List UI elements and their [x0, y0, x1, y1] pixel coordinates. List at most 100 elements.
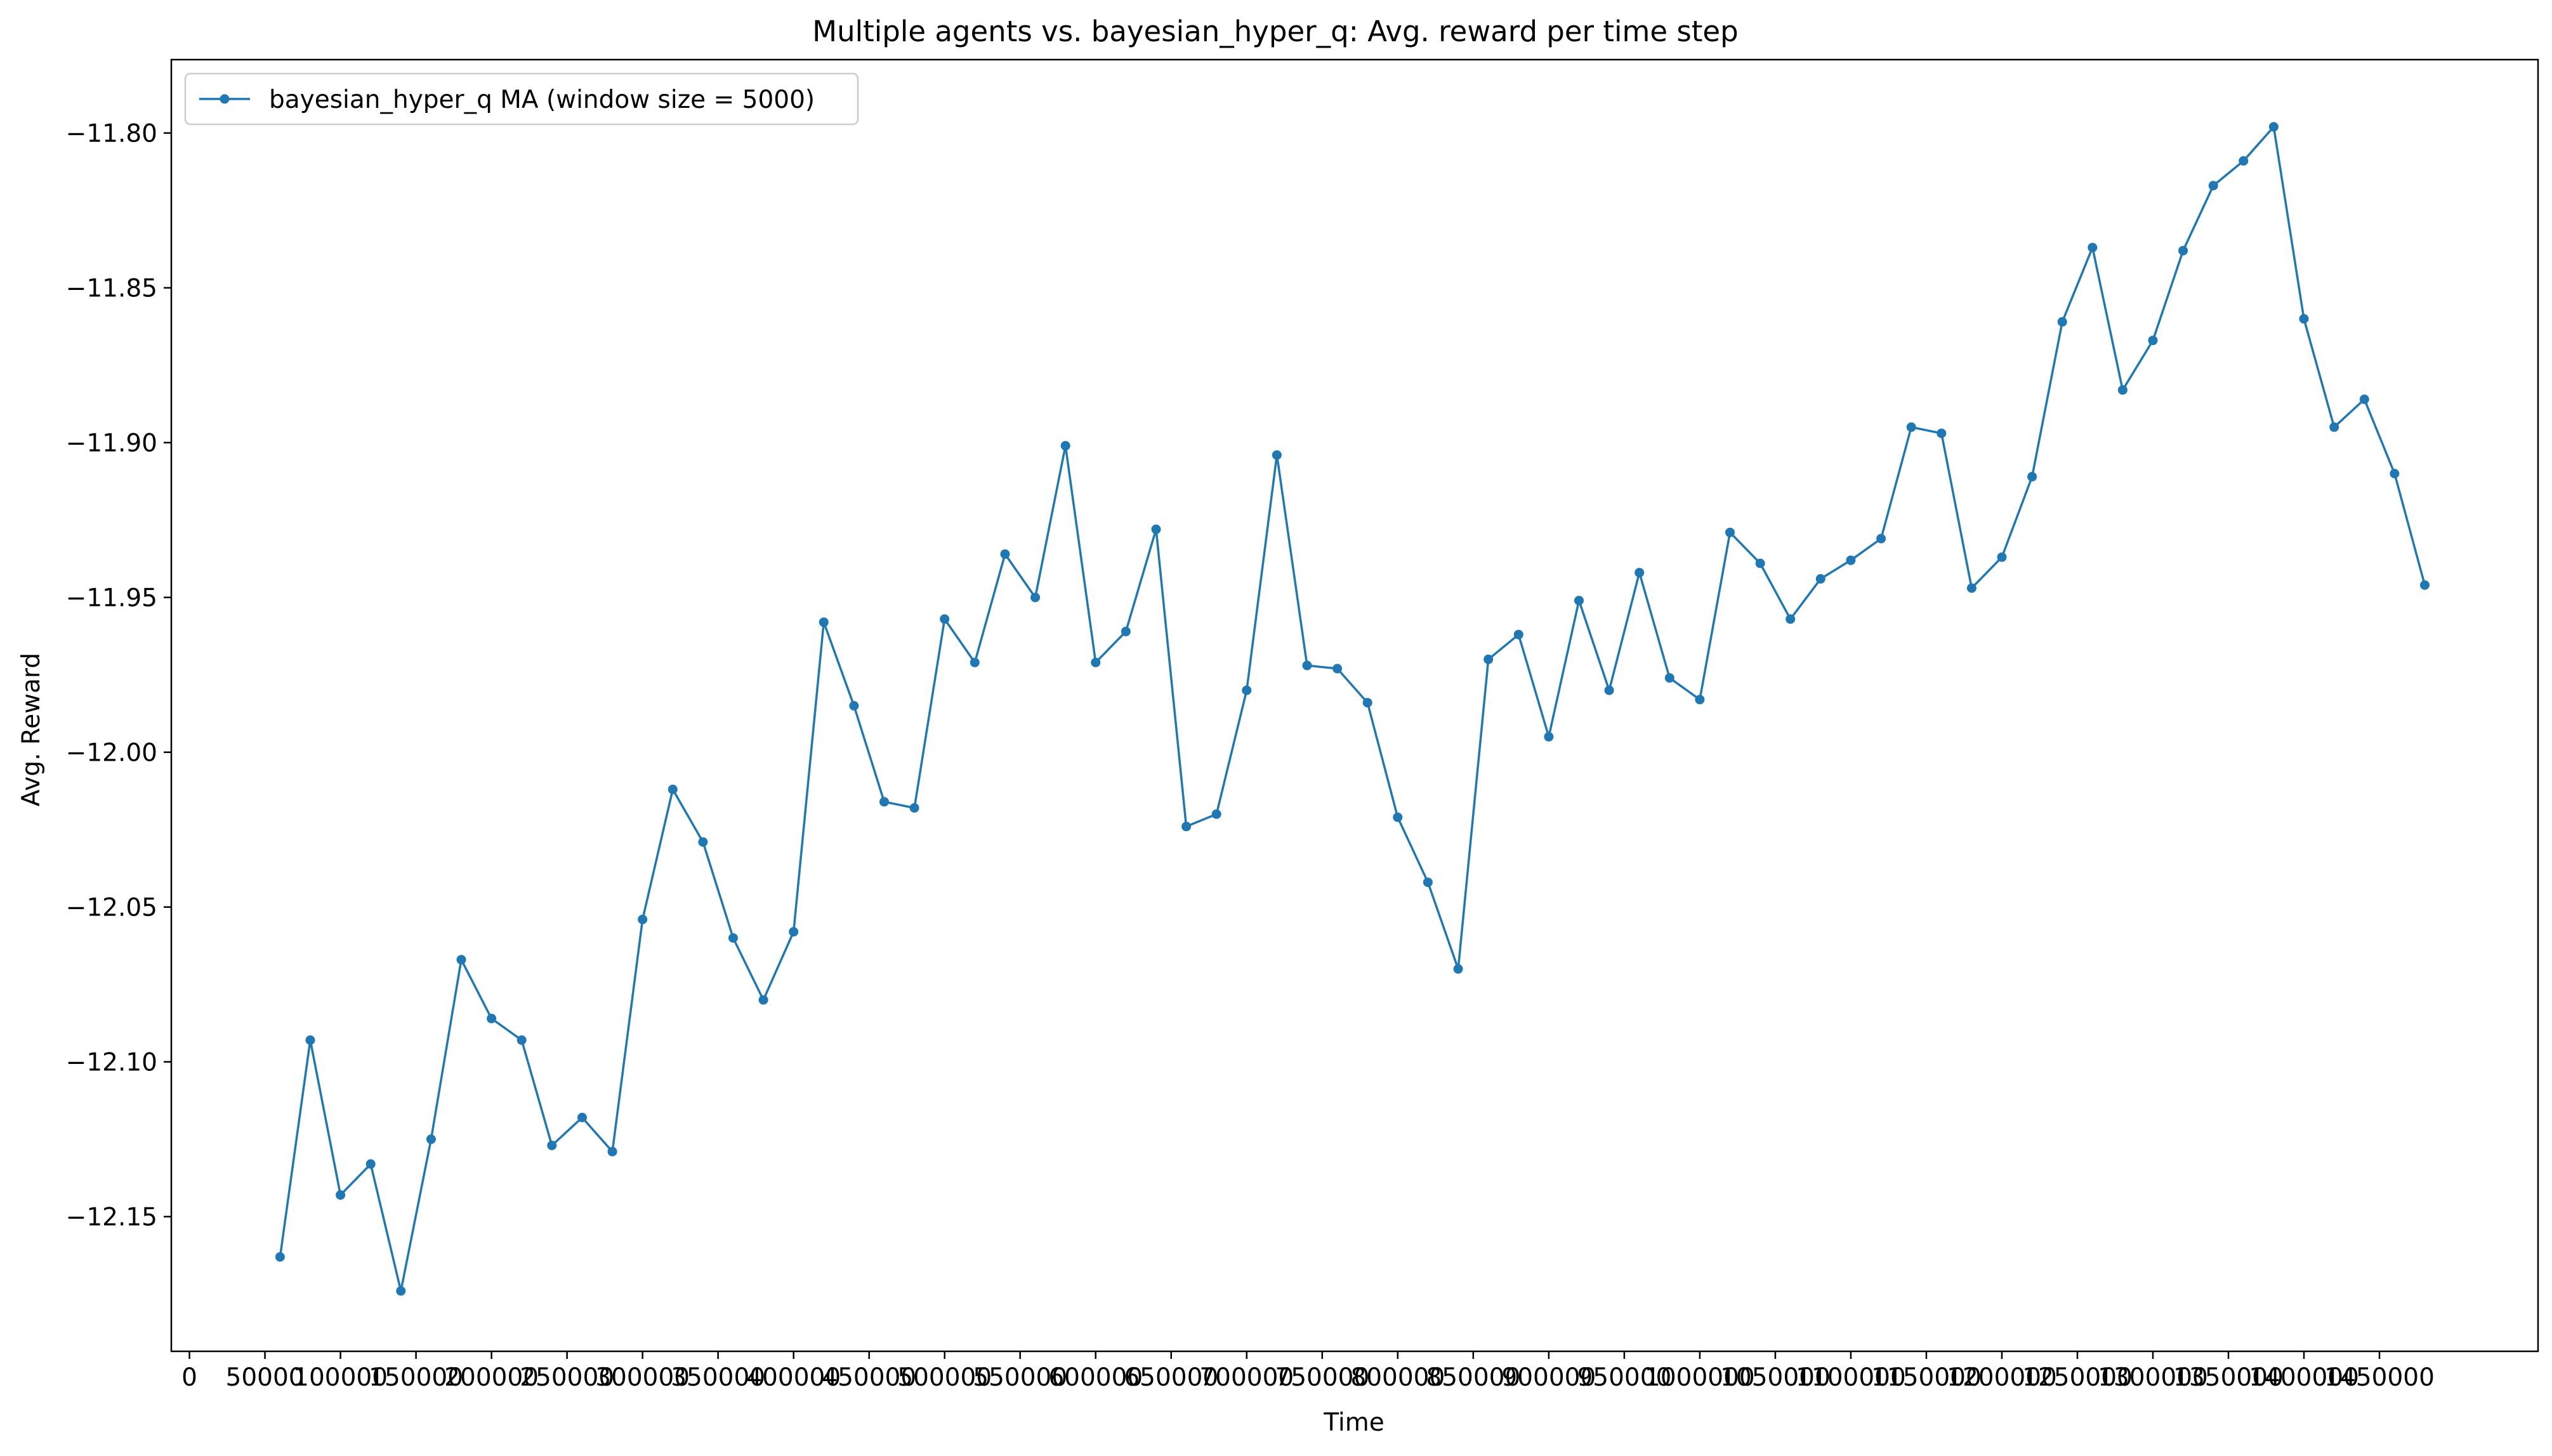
data-point — [1272, 450, 1282, 460]
chart-title: Multiple agents vs. bayesian_hyper_q: Av… — [812, 15, 1738, 48]
data-point — [1966, 583, 1976, 593]
y-tick-label: −11.80 — [66, 120, 157, 148]
series-line — [279, 126, 2426, 1292]
legend-label: bayesian_hyper_q MA (window size = 5000) — [269, 86, 815, 114]
data-point — [2088, 242, 2098, 253]
data-point — [1453, 964, 1463, 974]
data-point — [879, 797, 889, 807]
data-point — [1000, 549, 1010, 559]
data-point — [2268, 122, 2279, 132]
x-tick-label: 1200000 — [1947, 1363, 2057, 1392]
data-point — [1030, 593, 1041, 603]
plot-frame — [170, 58, 2539, 1353]
data-point — [336, 1190, 346, 1200]
x-tick-label: 1400000 — [2249, 1363, 2359, 1392]
data-point — [1423, 877, 1433, 888]
x-tick-label: 950000 — [1577, 1363, 1671, 1392]
x-tick-label: 650000 — [1124, 1363, 1218, 1392]
data-point — [728, 933, 738, 943]
x-tick-label: 150000 — [369, 1363, 463, 1392]
data-point — [577, 1113, 587, 1122]
data-point — [1513, 629, 1523, 639]
data-point — [758, 995, 768, 1005]
data-point — [1937, 428, 1947, 438]
data-point — [1332, 664, 1343, 674]
data-point — [2299, 314, 2309, 324]
data-point — [2027, 471, 2037, 482]
x-tick-label: 300000 — [595, 1363, 690, 1392]
data-point — [275, 1252, 285, 1262]
data-point — [2178, 246, 2188, 256]
data-point — [1997, 552, 2007, 562]
y-tick-label: −12.05 — [66, 894, 157, 922]
x-tick-label: 550000 — [973, 1363, 1067, 1392]
data-point — [1604, 685, 1614, 695]
x-tick-label: 400000 — [746, 1363, 841, 1392]
x-tick-label: 1300000 — [2098, 1363, 2208, 1392]
data-point — [940, 614, 950, 624]
data-point — [1664, 673, 1674, 683]
x-tick-label: 1100000 — [1796, 1363, 1906, 1392]
x-tick-label: 50000 — [226, 1363, 305, 1392]
x-tick-label: 750000 — [1275, 1363, 1369, 1392]
y-axis-label: Avg. Reward — [17, 653, 46, 806]
data-point — [1060, 441, 1070, 451]
data-point — [2208, 181, 2218, 191]
data-point — [456, 955, 466, 965]
x-tick-label: 600000 — [1048, 1363, 1143, 1392]
plot-area: 0 500001000001500002000002500003000003500… — [66, 58, 2539, 1392]
x-tick-label: 700000 — [1199, 1363, 1294, 1392]
x-tick-label: 200000 — [444, 1363, 539, 1392]
data-point — [1786, 614, 1796, 624]
x-tick-label: 850000 — [1426, 1363, 1520, 1392]
x-tick-label: 1150000 — [1871, 1363, 1982, 1392]
y-tick-label: −11.85 — [66, 275, 157, 303]
data-point — [849, 701, 859, 711]
data-point — [1393, 812, 1403, 822]
data-point — [1483, 654, 1494, 664]
data-point — [1634, 568, 1645, 578]
data-point — [638, 914, 648, 924]
legend: bayesian_hyper_q MA (window size = 5000) — [184, 72, 859, 126]
data-point — [1725, 527, 1735, 537]
x-tick-label: 250000 — [520, 1363, 614, 1392]
data-point — [1846, 555, 1856, 565]
x-tick-label: 900000 — [1501, 1363, 1596, 1392]
data-point — [1302, 660, 1312, 671]
data-point — [1574, 596, 1584, 606]
x-axis-label: Time — [1323, 1408, 1384, 1437]
data-point — [365, 1159, 376, 1169]
data-point — [1211, 809, 1221, 819]
y-tick-label: −12.15 — [66, 1203, 157, 1232]
legend-box — [184, 72, 859, 126]
data-point — [516, 1035, 527, 1045]
x-tick-label: 1000000 — [1645, 1363, 1755, 1392]
data-point — [2390, 469, 2400, 478]
data-point — [2420, 580, 2430, 590]
x-tick-label: 100000 — [293, 1363, 388, 1392]
data-point — [1544, 731, 1554, 742]
data-point — [1121, 626, 1131, 636]
data-point — [1362, 698, 1372, 708]
data-point — [426, 1134, 436, 1144]
data-point — [1091, 657, 1101, 667]
data-point — [305, 1035, 315, 1045]
data-point — [2148, 336, 2158, 346]
data-point — [819, 617, 829, 627]
data-point — [396, 1286, 406, 1296]
y-tick-label: −12.10 — [66, 1049, 157, 1077]
data-point — [1755, 558, 1765, 568]
data-point — [909, 803, 919, 813]
x-tick-label: 1350000 — [2173, 1363, 2284, 1392]
data-point — [1242, 685, 1252, 695]
data-point — [1181, 822, 1192, 832]
data-point — [1876, 534, 1886, 544]
x-tick-label: 1250000 — [2022, 1363, 2133, 1392]
data-point — [1695, 695, 1705, 705]
x-tick-label: 350000 — [671, 1363, 765, 1392]
data-point — [2359, 394, 2369, 404]
data-point — [2057, 317, 2067, 327]
data-point — [2329, 422, 2339, 432]
